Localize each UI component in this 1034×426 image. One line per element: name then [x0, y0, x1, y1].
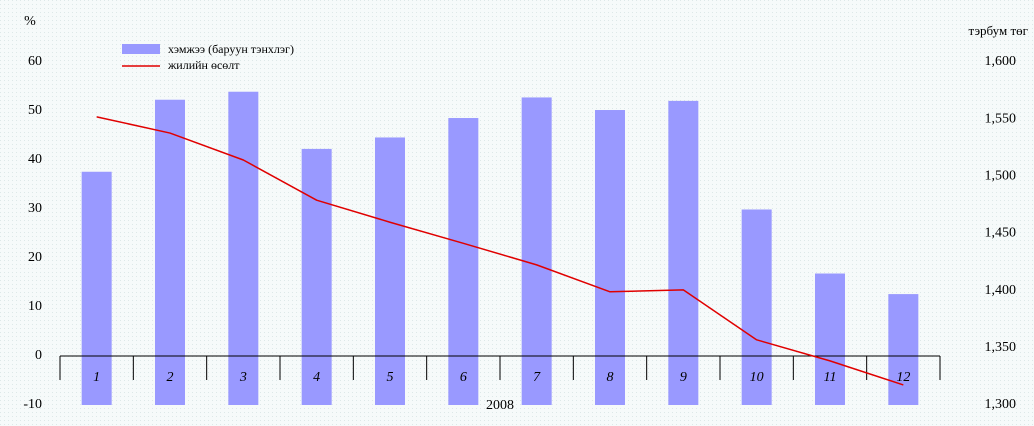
x-tick-label: 3	[239, 370, 247, 385]
y-tick-label: 40	[28, 152, 42, 167]
legend-label: жилийн өсөлт	[167, 58, 240, 72]
bar	[521, 97, 552, 406]
x-tick-label: 4	[313, 370, 320, 385]
y2-tick-label: 1,400	[985, 283, 1017, 298]
y-axis-label: %	[24, 14, 36, 29]
bar	[155, 99, 185, 405]
y-tick-label: -10	[23, 397, 42, 412]
legend-swatch	[122, 44, 160, 54]
x-tick-label: 6	[460, 370, 467, 385]
x-tick-label: 2	[167, 370, 174, 385]
x-tick-label: 5	[387, 370, 394, 385]
bar	[741, 209, 772, 405]
bar	[595, 110, 625, 406]
line	[96, 116, 904, 386]
y2-tick-label: 1,300	[985, 397, 1017, 412]
bar	[301, 148, 332, 406]
x-axis-label: 2008	[486, 398, 514, 413]
x-tick-label: 10	[750, 370, 764, 385]
y-tick-label: 50	[28, 103, 42, 118]
x-tick-label: 7	[533, 370, 541, 385]
y2-tick-label: 1,600	[985, 54, 1017, 69]
y-tick-label: 10	[28, 299, 42, 314]
bar	[815, 273, 845, 405]
legend-label: хэмжээ (баруун тэнхлэг)	[168, 42, 294, 56]
x-tick-label: 9	[680, 370, 687, 385]
y2-tick-label: 1,500	[985, 169, 1017, 184]
y-tick-label: 60	[28, 54, 42, 69]
bar	[81, 171, 112, 405]
x-tick-label: 1	[93, 370, 100, 385]
y-tick-label: 30	[28, 201, 42, 216]
x-tick-label: 11	[824, 370, 837, 385]
x-tick-label: 8	[607, 370, 614, 385]
bar	[668, 100, 699, 405]
bar	[448, 118, 479, 406]
y-tick-label: 20	[28, 250, 42, 265]
bar	[375, 137, 405, 405]
y2-tick-label: 1,350	[985, 340, 1017, 355]
x-tick-label: 12	[896, 370, 910, 385]
bar	[888, 294, 919, 405]
y2-tick-label: 1,450	[985, 226, 1017, 241]
y2-axis-label: тэрбум төг	[968, 23, 1028, 38]
y-tick-label: 0	[35, 348, 42, 363]
bar	[228, 91, 259, 405]
y2-tick-label: 1,550	[985, 111, 1017, 126]
